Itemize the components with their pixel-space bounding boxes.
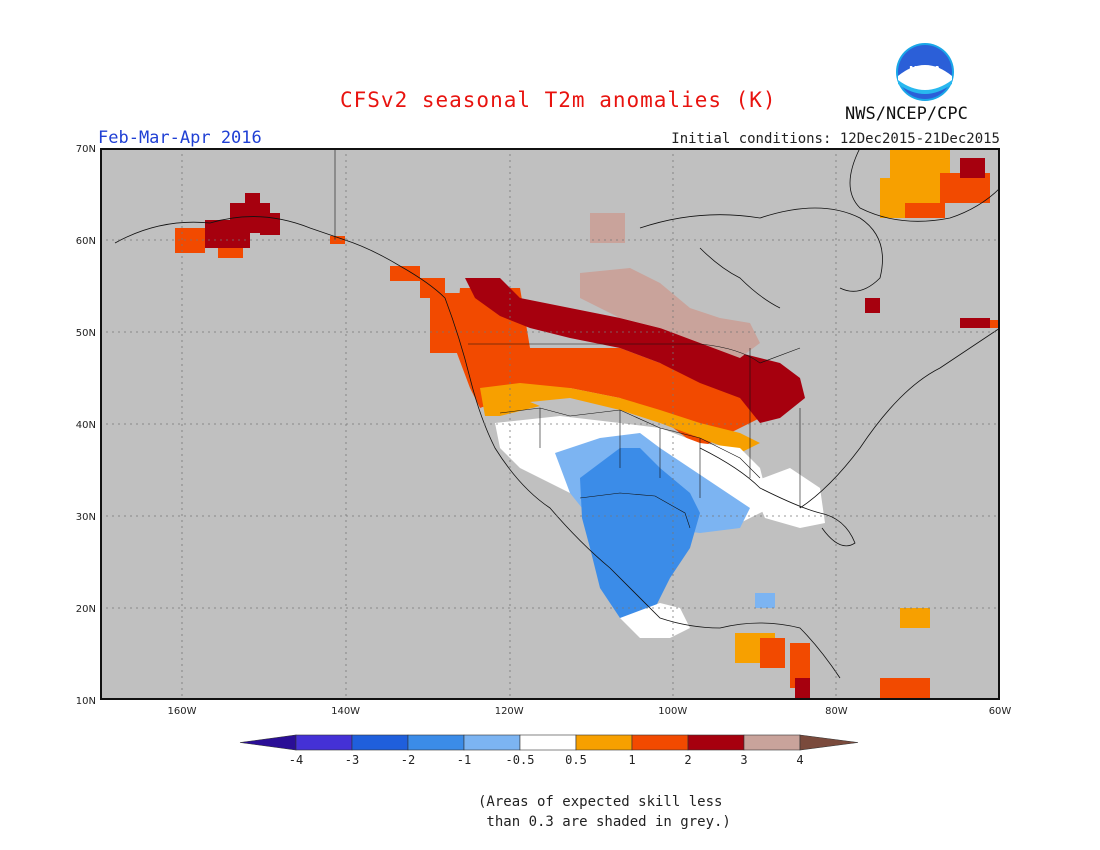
colorbar-swatch xyxy=(407,734,465,751)
colorbar-tick-label: 2 xyxy=(684,753,691,767)
colorbar-tick-label: 0.5 xyxy=(565,753,587,767)
colorbar-tick-label: -0.5 xyxy=(506,753,535,767)
colorbar-swatch xyxy=(799,734,859,751)
colorbar: -4 -3 -2 -1 -0.5 0.5 1 2 3 4 xyxy=(239,734,859,767)
footnote: (Areas of expected skill less than 0.3 a… xyxy=(478,794,731,830)
northern-warm-band xyxy=(455,213,805,453)
central-america-anomaly xyxy=(735,593,930,698)
anomaly-map xyxy=(100,148,1000,700)
lat-tick-label: 40N xyxy=(76,420,96,431)
colorbar-tick-label: -4 xyxy=(289,753,303,767)
colorbar-swatch xyxy=(295,734,353,751)
lon-tick-label: 160W xyxy=(168,706,197,717)
lat-tick-label: 60N xyxy=(76,236,96,247)
colorbar-swatch xyxy=(463,734,521,751)
map-axes: 70N 60N 50N 40N 30N 20N 10N 160W 140W 120W 100W 80… xyxy=(76,144,1012,717)
southern-cool-area xyxy=(495,416,825,638)
noaa-logo-icon: NOAA xyxy=(896,43,954,101)
colorbar-tick-label: 3 xyxy=(740,753,747,767)
alaska-anomaly xyxy=(175,193,345,258)
map-frame xyxy=(100,148,1000,700)
colorbar-tick-label: 4 xyxy=(796,753,803,767)
lat-tick-label: 20N xyxy=(76,604,96,615)
colorbar-swatch xyxy=(239,734,297,751)
lat-tick-label: 30N xyxy=(76,512,96,523)
lon-tick-label: 80W xyxy=(825,706,848,717)
greenland-anomaly xyxy=(865,148,1000,328)
colorbar-tick-label: -3 xyxy=(345,753,359,767)
lon-tick-label: 100W xyxy=(658,706,687,717)
lon-tick-label: 140W xyxy=(331,706,360,717)
lat-tick-label: 50N xyxy=(76,328,96,339)
map-title-text: CFSv2 seasonal T2m anomalies (K) xyxy=(340,88,777,112)
lon-tick-label: 120W xyxy=(495,706,524,717)
colorbar-tick-label: -1 xyxy=(457,753,471,767)
lat-tick-label: 10N xyxy=(76,696,96,707)
noaa-logo-text: NOAA xyxy=(909,65,941,76)
colorbar-swatch xyxy=(351,734,409,751)
colorbar-swatch xyxy=(519,734,577,751)
borders xyxy=(334,148,801,529)
lat-tick-label: 70N xyxy=(76,144,96,155)
colorbar-tick-label: 1 xyxy=(628,753,635,767)
colorbar-swatch xyxy=(575,734,633,751)
lon-tick-label: 60W xyxy=(989,706,1012,717)
colorbar-tick-label: -2 xyxy=(401,753,415,767)
agency-label: NWS/NCEP/CPC xyxy=(845,104,968,124)
colorbar-swatch xyxy=(631,734,689,751)
coastlines xyxy=(114,148,1000,679)
colorbar-swatch xyxy=(743,734,801,751)
graticule xyxy=(100,148,1000,700)
colorbar-swatch xyxy=(687,734,745,751)
season-label: Feb-Mar-Apr 2016 xyxy=(98,128,262,148)
initial-conditions-label: Initial conditions: 12Dec2015-21Dec2015 xyxy=(671,131,1000,147)
